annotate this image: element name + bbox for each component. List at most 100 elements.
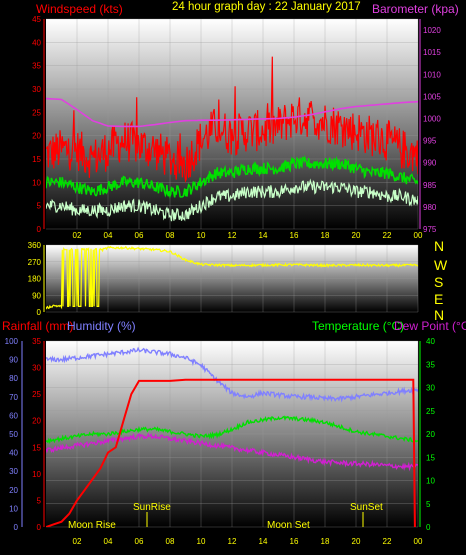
compass-e: E [434,291,443,307]
wind-y-tick: 10 [32,178,41,187]
wind-y-tick: 15 [32,155,41,164]
temp-x-tick: 20 [352,537,361,546]
temperature-tick: 20 [426,430,435,439]
temp-x-tick: 04 [104,537,113,546]
barometer-tick: 980 [423,203,437,212]
temperature-axis-title: Temperature (°C) [312,319,404,333]
humidity-tick: 70 [9,393,18,402]
temperature-tick: 35 [426,360,435,369]
axis-labels: 0510152025303540459759809859909951000100… [5,15,442,546]
wind-y-tick: 20 [32,132,41,141]
barometer-tick: 995 [423,137,437,146]
windspeed-line [46,56,418,184]
rain-tick: 25 [32,390,41,399]
rainfall-axis-title: Rainfall (mm) [2,319,73,333]
direction-y-tick: 90 [32,291,41,300]
temperature-series [46,346,418,527]
compass-w: W [434,257,448,273]
humidity-tick: 50 [9,430,18,439]
barometer-line [46,97,418,128]
rain-tick: 20 [32,417,41,426]
wind-minimum-line [46,178,418,222]
humidity-tick: 100 [5,337,19,346]
wind-y-tick: 25 [32,108,41,117]
wind-x-tick: 20 [352,231,361,240]
humidity-tick: 90 [9,356,18,365]
temp-x-tick: 08 [166,537,175,546]
rain-tick: 0 [37,523,42,532]
moonset-label: Moon Set [267,520,310,531]
temp-x-tick: 06 [135,537,144,546]
barometer-tick: 990 [423,159,437,168]
temp-x-tick: 16 [290,537,299,546]
compass-s: S [434,274,443,290]
temperature-tick: 15 [426,453,435,462]
wind-y-tick: 35 [32,62,41,71]
barometer-tick: 975 [423,225,437,234]
wind-y-tick: 30 [32,85,41,94]
temp-x-tick: 18 [321,537,330,546]
temp-x-tick: 00 [414,537,423,546]
compass-n-bottom: N [434,307,444,323]
chart-title: 24 hour graph day : 22 January 2017 [172,1,361,13]
wind-x-tick: 12 [228,231,237,240]
dewpoint-line [46,432,418,472]
wind-x-tick: 04 [104,231,113,240]
wind-y-tick: 40 [32,38,41,47]
direction-series [46,245,418,310]
temperature-tick: 10 [426,477,435,486]
wind-x-tick: 14 [259,231,268,240]
temperature-line [46,415,418,445]
humidity-tick: 80 [9,374,18,383]
wind-x-tick: 06 [135,231,144,240]
wind-x-tick: 22 [383,231,392,240]
direction-y-tick: 0 [37,308,42,317]
temp-x-tick: 10 [197,537,206,546]
temp-x-tick: 14 [259,537,268,546]
rain-tick: 30 [32,364,41,373]
direction-y-tick: 360 [28,241,42,250]
wind-x-tick: 18 [321,231,330,240]
barometer-tick: 985 [423,181,437,190]
wind-x-tick: 02 [73,231,82,240]
rainfall-line [46,378,416,527]
humidity-tick: 20 [9,486,18,495]
rain-tick: 35 [32,337,41,346]
temp-x-tick: 12 [228,537,237,546]
rain-tick: 10 [32,470,41,479]
temp-x-tick: 02 [73,537,82,546]
humidity-axis-title: Humidity (%) [67,319,136,333]
barometer-tick: 1020 [423,26,441,35]
humidity-tick: 30 [9,467,18,476]
wind-y-tick: 5 [37,202,42,211]
sunrise-label: SunRise [133,502,171,513]
barometer-tick: 1010 [423,70,441,79]
temperature-tick: 40 [426,337,435,346]
barometer-tick: 1005 [423,92,441,101]
temperature-tick: 30 [426,384,435,393]
barometer-axis-title: Barometer (kpa) [372,2,459,16]
wind-series [46,56,418,222]
wind-average-line [46,154,418,199]
humidity-tick: 40 [9,449,18,458]
dewpoint-axis-title: Dew Point (°C) [394,319,466,333]
temp-x-tick: 22 [383,537,392,546]
temperature-tick: 25 [426,407,435,416]
humidity-line [46,346,418,403]
wind-y-tick: 0 [37,225,42,234]
wind-x-tick: 10 [197,231,206,240]
wind-x-tick: 08 [166,231,175,240]
compass-n-top: N [434,238,444,254]
wind-x-tick: 00 [414,231,423,240]
barometer-tick: 1015 [423,48,441,57]
gridlines [46,18,419,528]
rain-tick: 5 [37,496,42,505]
direction-y-tick: 180 [28,275,42,284]
temperature-tick: 5 [426,500,431,509]
direction-y-tick: 270 [28,258,42,267]
moonrise-label: Moon Rise [68,520,116,531]
humidity-tick: 0 [14,523,19,532]
rain-tick: 15 [32,443,41,452]
sunset-label: SunSet [350,502,383,513]
